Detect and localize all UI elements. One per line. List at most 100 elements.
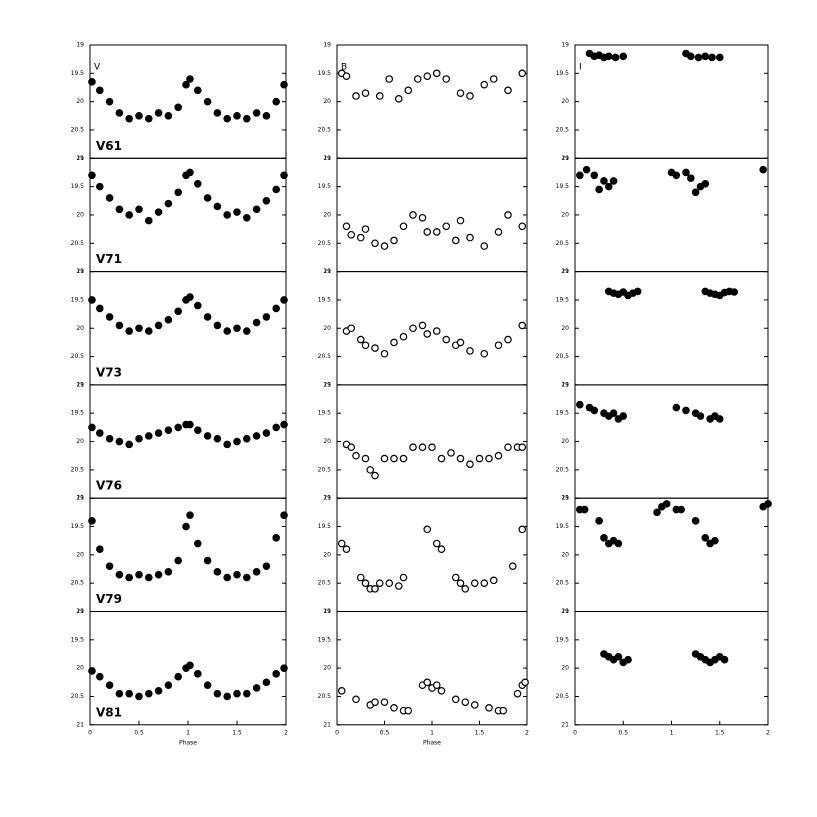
data-point	[262, 429, 271, 437]
data-point	[480, 242, 489, 250]
data-point	[213, 434, 222, 443]
data-point	[475, 454, 484, 463]
x-tick-label: 1.5	[232, 729, 242, 736]
data-point	[686, 174, 695, 182]
data-point	[262, 562, 271, 570]
data-point	[604, 182, 613, 191]
data-point	[624, 655, 632, 664]
data-point	[409, 443, 417, 452]
x-tick-label: 2	[284, 729, 288, 736]
data-point	[252, 318, 261, 327]
data-point	[356, 573, 365, 582]
data-point	[125, 440, 134, 449]
data-point	[194, 86, 202, 95]
data-point	[672, 403, 681, 412]
data-point	[135, 324, 143, 333]
data-point	[385, 75, 394, 83]
y-tick-label: 20.5	[556, 693, 570, 700]
data-point	[88, 296, 96, 304]
data-point	[604, 52, 613, 61]
star-label: V73	[96, 365, 122, 379]
y-tick-label: 19	[561, 381, 569, 388]
data-point	[194, 670, 202, 678]
x-tick-label: 2	[525, 729, 529, 736]
data-point	[518, 321, 527, 330]
data-point	[380, 349, 389, 358]
data-point	[437, 687, 446, 695]
data-point	[164, 568, 173, 576]
data-point	[432, 681, 441, 689]
data-point	[366, 466, 375, 474]
data-point	[375, 579, 384, 587]
data-point	[694, 53, 703, 62]
data-point	[489, 75, 498, 83]
y-tick-label: 19	[323, 268, 331, 275]
x-axis-label: Phase	[423, 739, 441, 746]
data-point	[672, 171, 681, 180]
data-point	[135, 112, 143, 120]
data-point	[701, 534, 710, 542]
data-point	[186, 293, 194, 301]
y-tick-label: 20	[76, 211, 84, 218]
y-tick-label: 21	[323, 155, 331, 162]
data-point	[135, 205, 143, 214]
data-point	[233, 570, 241, 579]
data-point	[352, 451, 360, 460]
data-point	[154, 570, 163, 579]
data-point	[653, 508, 661, 517]
data-point	[213, 202, 222, 211]
data-point	[125, 114, 134, 123]
data-point	[361, 579, 370, 587]
data-point	[115, 321, 124, 330]
data-point	[504, 335, 512, 344]
data-point	[390, 704, 398, 712]
data-point	[272, 534, 281, 542]
data-point	[682, 406, 690, 415]
data-point	[154, 687, 163, 695]
data-point	[466, 460, 474, 469]
y-tick-label: 19.5	[71, 296, 85, 303]
data-point	[352, 92, 360, 100]
data-point	[203, 97, 212, 106]
data-point	[252, 684, 261, 692]
y-tick-label: 19.5	[318, 410, 332, 417]
data-point	[701, 52, 710, 61]
panel-frame	[574, 497, 769, 613]
data-point	[243, 213, 251, 222]
y-tick-label: 19	[76, 381, 84, 388]
x-tick-label: 0	[335, 729, 339, 736]
data-point	[590, 171, 599, 180]
data-point	[521, 678, 529, 687]
data-point	[174, 423, 183, 432]
data-point	[262, 112, 271, 120]
data-point	[280, 420, 288, 429]
data-point	[186, 511, 194, 519]
band-label: I	[579, 63, 582, 73]
data-point	[399, 573, 408, 582]
data-point	[504, 443, 512, 452]
data-point	[399, 222, 408, 231]
data-point	[194, 301, 202, 310]
data-point	[764, 500, 772, 508]
panel-frame	[336, 44, 528, 159]
panel-frame	[336, 497, 528, 613]
data-point	[262, 678, 271, 687]
data-point	[609, 177, 618, 185]
y-tick-label: 21	[76, 608, 84, 615]
data-point	[595, 185, 603, 194]
y-tick-label: 19.5	[318, 183, 332, 190]
data-point	[600, 534, 608, 542]
y-tick-label: 19	[323, 608, 331, 615]
y-tick-label: 21	[561, 608, 569, 615]
data-point	[611, 53, 620, 62]
data-point	[243, 114, 251, 123]
data-point	[576, 171, 584, 180]
data-point	[418, 321, 427, 330]
data-point	[504, 211, 512, 219]
y-tick-label: 19	[76, 268, 84, 275]
data-point	[361, 454, 370, 463]
y-tick-label: 20.5	[318, 126, 332, 133]
y-tick-label: 20	[76, 665, 84, 672]
data-point	[371, 239, 379, 248]
